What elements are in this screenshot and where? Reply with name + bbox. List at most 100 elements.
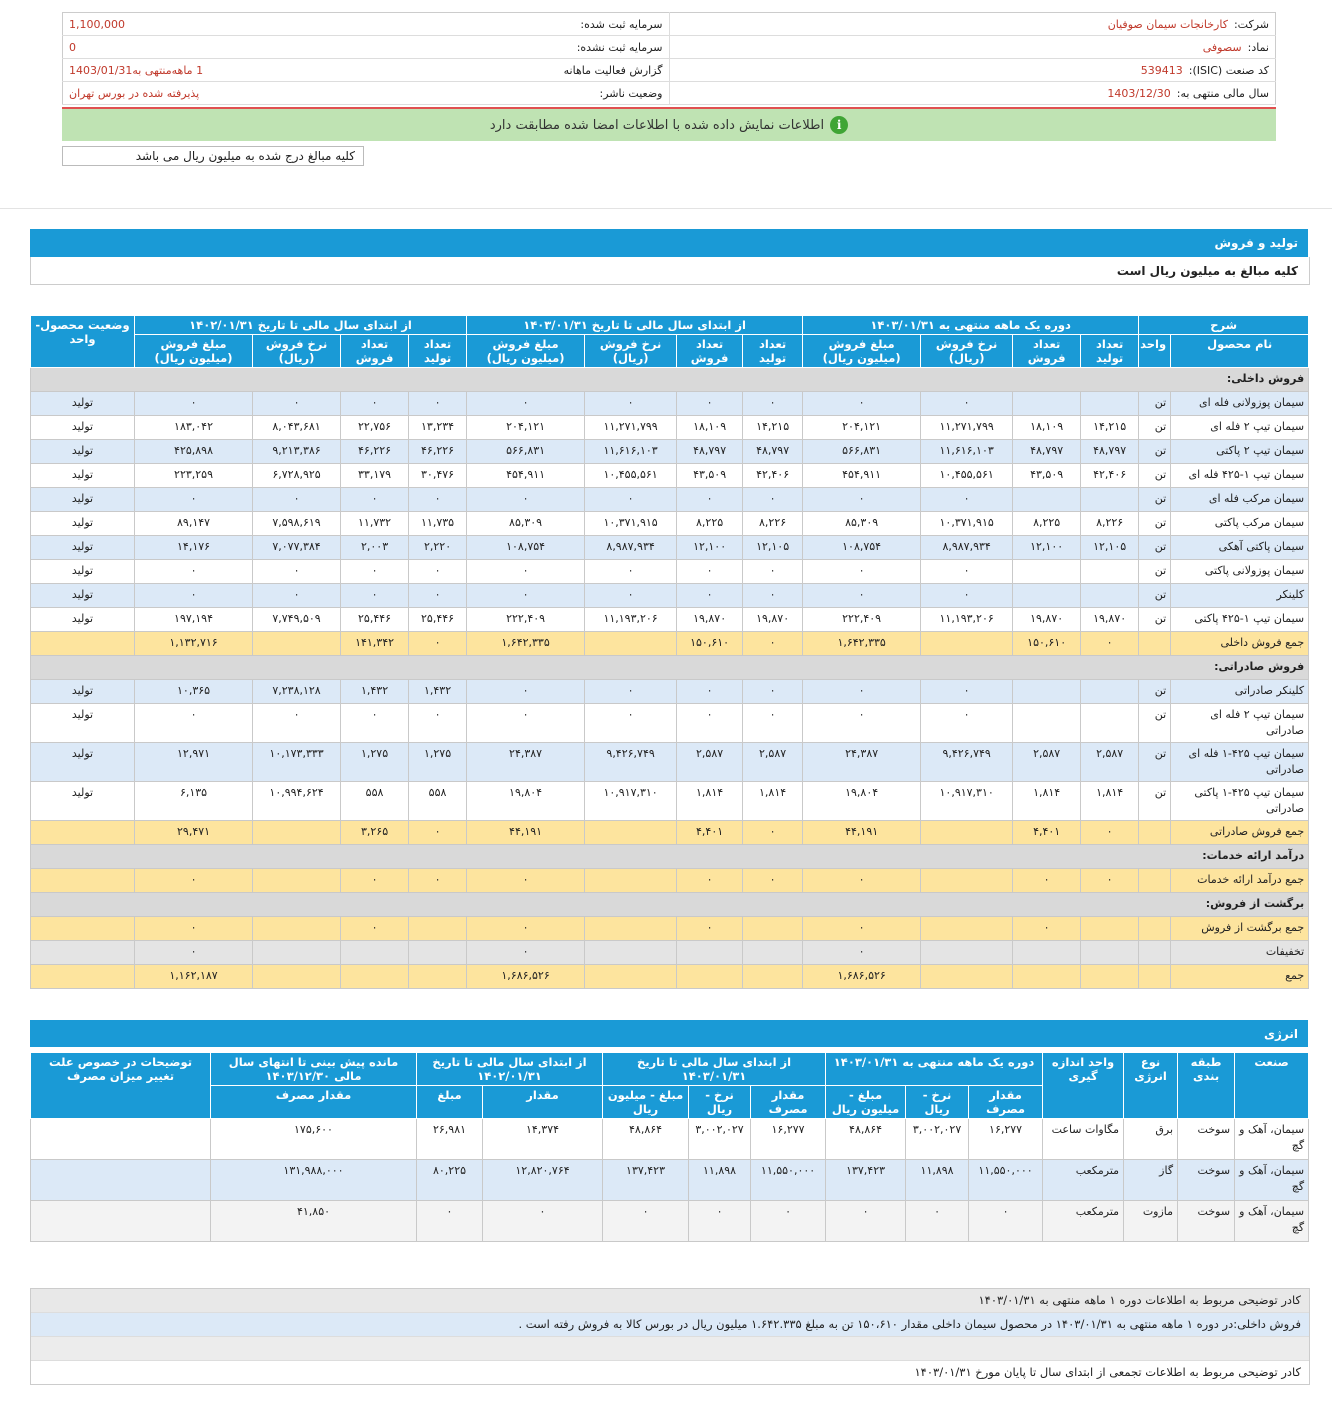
cell: ۲۵,۴۴۶ bbox=[408, 607, 468, 632]
cell: مترمکعب bbox=[1042, 1159, 1125, 1201]
product-name: سیمان تیپ ۲ فله ای bbox=[1170, 415, 1310, 440]
cell: تن bbox=[1138, 583, 1172, 608]
item-row: سیمان پوزولانی فله ای تن ۰ ۰ ۰ ۰ ۰ ۰ ۰ ۰ ۰ ۰ تولید bbox=[30, 391, 1310, 416]
cell bbox=[30, 820, 135, 845]
header-row: مقدار مصرف نرخ - ریال مبلغ - میلیون ریال مق… bbox=[31, 1085, 1309, 1119]
cell bbox=[676, 964, 744, 989]
cell: ۱۹,۸۷۰ bbox=[742, 607, 804, 632]
cell: ۰ bbox=[340, 391, 410, 416]
cell bbox=[408, 940, 468, 965]
cell: ۹,۲۱۳,۳۸۶ bbox=[252, 439, 342, 464]
column-header: مبلغ - میلیون ریال bbox=[602, 1085, 690, 1119]
cell: ۱۹,۸۰۴ bbox=[802, 781, 922, 821]
cell: ۰ bbox=[676, 583, 744, 608]
cell: ۲۰۴,۱۲۱ bbox=[466, 415, 586, 440]
cell: ۰ bbox=[466, 487, 586, 512]
cell: ۱,۸۱۴ bbox=[1012, 781, 1082, 821]
product-name: سیمان مرکب فله ای bbox=[1170, 487, 1310, 512]
info-row: نماد: سصوفی سرمایه ثبت نشده: 0 bbox=[62, 35, 1276, 59]
cell: ۸۵,۳۰۹ bbox=[802, 511, 922, 536]
info-label: سال مالی منتهی به: bbox=[1176, 86, 1269, 100]
cell bbox=[1138, 631, 1172, 656]
cell: ۰ bbox=[466, 868, 586, 893]
column-group: مانده پیش بینی تا انتهای سال مالی ۱۴۰۳/۱… bbox=[210, 1052, 417, 1086]
cell: ۰ bbox=[1080, 868, 1140, 893]
product-name: سیمان تیپ ۴۲۵-۱ پاکتی صادراتی bbox=[1170, 781, 1310, 821]
cell: ۱۱,۸۹۸ bbox=[688, 1159, 752, 1201]
cell: ۰ bbox=[802, 703, 922, 743]
item-row: سیمان مرکب فله ای تن ۰ ۰ ۰ ۰ ۰ ۰ ۰ ۰ ۰ ۰ تولید bbox=[30, 487, 1310, 512]
cell: ۸,۰۴۳,۶۸۱ bbox=[252, 415, 342, 440]
cell: تن bbox=[1138, 703, 1172, 743]
cell bbox=[252, 940, 342, 965]
cell: ۰ bbox=[676, 868, 744, 893]
cell: ۱۳,۲۳۴ bbox=[408, 415, 468, 440]
cell: تن bbox=[1138, 559, 1172, 584]
product-name: جمع درآمد ارائه خدمات bbox=[1170, 868, 1310, 893]
section-title: انرژی bbox=[30, 1020, 1308, 1047]
info-value: کارخانجات سیمان صوفیان bbox=[1107, 17, 1228, 31]
cell: ۱۰,۳۷۱,۹۱۵ bbox=[584, 511, 678, 536]
info-label: سرمایه ثبت شده: bbox=[580, 17, 663, 31]
cell: ۰ bbox=[133, 391, 254, 416]
cell: ۷,۷۴۹,۵۰۹ bbox=[252, 607, 342, 632]
cell: ۲۲۲,۴۰۹ bbox=[802, 607, 922, 632]
cell: ۱,۲۷۵ bbox=[408, 742, 468, 782]
cell: ۰ bbox=[252, 391, 342, 416]
cell: ۰ bbox=[742, 820, 804, 845]
notice-text: اطلاعات نمایش داده شده با اطلاعات امضا ش… bbox=[489, 117, 825, 133]
cell: ۰ bbox=[584, 583, 678, 608]
cell: ۱۹,۸۷۰ bbox=[676, 607, 744, 632]
notes: کادر توضیحی مربوط به اطلاعات دوره ۱ ماهه… bbox=[30, 1288, 1310, 1385]
cell: ۲,۵۸۷ bbox=[1080, 742, 1140, 782]
column-header: تعداد تولید bbox=[1080, 334, 1140, 368]
cell: ۰ bbox=[584, 487, 678, 512]
unit-note: کلیه مبالغ درج شده به میلیون ریال می باش… bbox=[62, 146, 364, 166]
cell: سیمان، آهک و گچ bbox=[1234, 1159, 1310, 1201]
cell: ۱,۲۷۵ bbox=[340, 742, 410, 782]
cell: ۰ bbox=[742, 559, 804, 584]
item-row: کلینکر تن ۰ ۰ ۰ ۰ ۰ ۰ ۰ ۰ ۰ ۰ تولید bbox=[30, 583, 1310, 608]
cell: ۰ bbox=[742, 703, 804, 743]
cell: ۰ bbox=[133, 583, 254, 608]
column-group: توضیحات در خصوص علت تغییر میزان مصرف bbox=[30, 1052, 211, 1119]
cell: ۳,۰۰۲,۰۲۷ bbox=[905, 1118, 970, 1160]
cell: ۰ bbox=[742, 583, 804, 608]
info-cell: شرکت: کارخانجات سیمان صوفیان bbox=[668, 12, 1276, 36]
product-name: سیمان تیپ ۲ پاکتی bbox=[1170, 439, 1310, 464]
column-group: وضعیت محصول-واحد bbox=[30, 315, 135, 368]
column-header: تعداد فروش bbox=[1012, 334, 1082, 368]
cell: ۲۴,۳۸۷ bbox=[466, 742, 586, 782]
cell: ۰ bbox=[466, 583, 586, 608]
info-icon: i bbox=[830, 116, 849, 134]
product-name: سیمان پوزولانی پاکتی bbox=[1170, 559, 1310, 584]
cell: ۰ bbox=[802, 679, 922, 704]
cell: ۰ bbox=[905, 1200, 970, 1242]
cell: تولید bbox=[30, 463, 135, 488]
cell bbox=[742, 940, 804, 965]
cell: ۰ bbox=[1080, 631, 1140, 656]
info-value: سصوفی bbox=[1202, 40, 1242, 54]
cell: ۰ bbox=[1012, 868, 1082, 893]
cell: تن bbox=[1138, 439, 1172, 464]
cell bbox=[408, 964, 468, 989]
energy-row: سیمان، آهک و گچ سوخت برق مگاوات ساعت ۱۶,۲۷۷ ۳… bbox=[30, 1118, 1310, 1160]
cell: تولید bbox=[30, 415, 135, 440]
cell: ۴۶,۲۲۶ bbox=[340, 439, 410, 464]
cell: تولید bbox=[30, 583, 135, 608]
info-value: 539413 bbox=[1140, 63, 1183, 77]
cell bbox=[584, 964, 678, 989]
cell: ۴۲,۴۰۶ bbox=[1080, 463, 1140, 488]
product-name: سیمان پوزولانی فله ای bbox=[1170, 391, 1310, 416]
cell bbox=[920, 940, 1014, 965]
cell: ۰ bbox=[408, 631, 468, 656]
column-group: نوع انرژی bbox=[1123, 1052, 1179, 1119]
cell: ۴۵۴,۹۱۱ bbox=[802, 463, 922, 488]
cell: ۴۳,۵۰۹ bbox=[1012, 463, 1082, 488]
cell: ۰ bbox=[920, 559, 1014, 584]
product-name: جمع فروش صادراتی bbox=[1170, 820, 1310, 845]
cell bbox=[742, 916, 804, 941]
cell: تن bbox=[1138, 415, 1172, 440]
cell: ۰ bbox=[466, 679, 586, 704]
column-group: شرح bbox=[1138, 315, 1310, 335]
